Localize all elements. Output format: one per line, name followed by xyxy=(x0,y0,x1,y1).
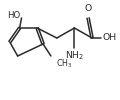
Text: HO: HO xyxy=(7,12,20,20)
Text: NH$_2$: NH$_2$ xyxy=(65,50,84,62)
Text: O: O xyxy=(84,4,92,13)
Text: OH: OH xyxy=(103,34,117,42)
Text: CH$_3$: CH$_3$ xyxy=(56,58,72,70)
